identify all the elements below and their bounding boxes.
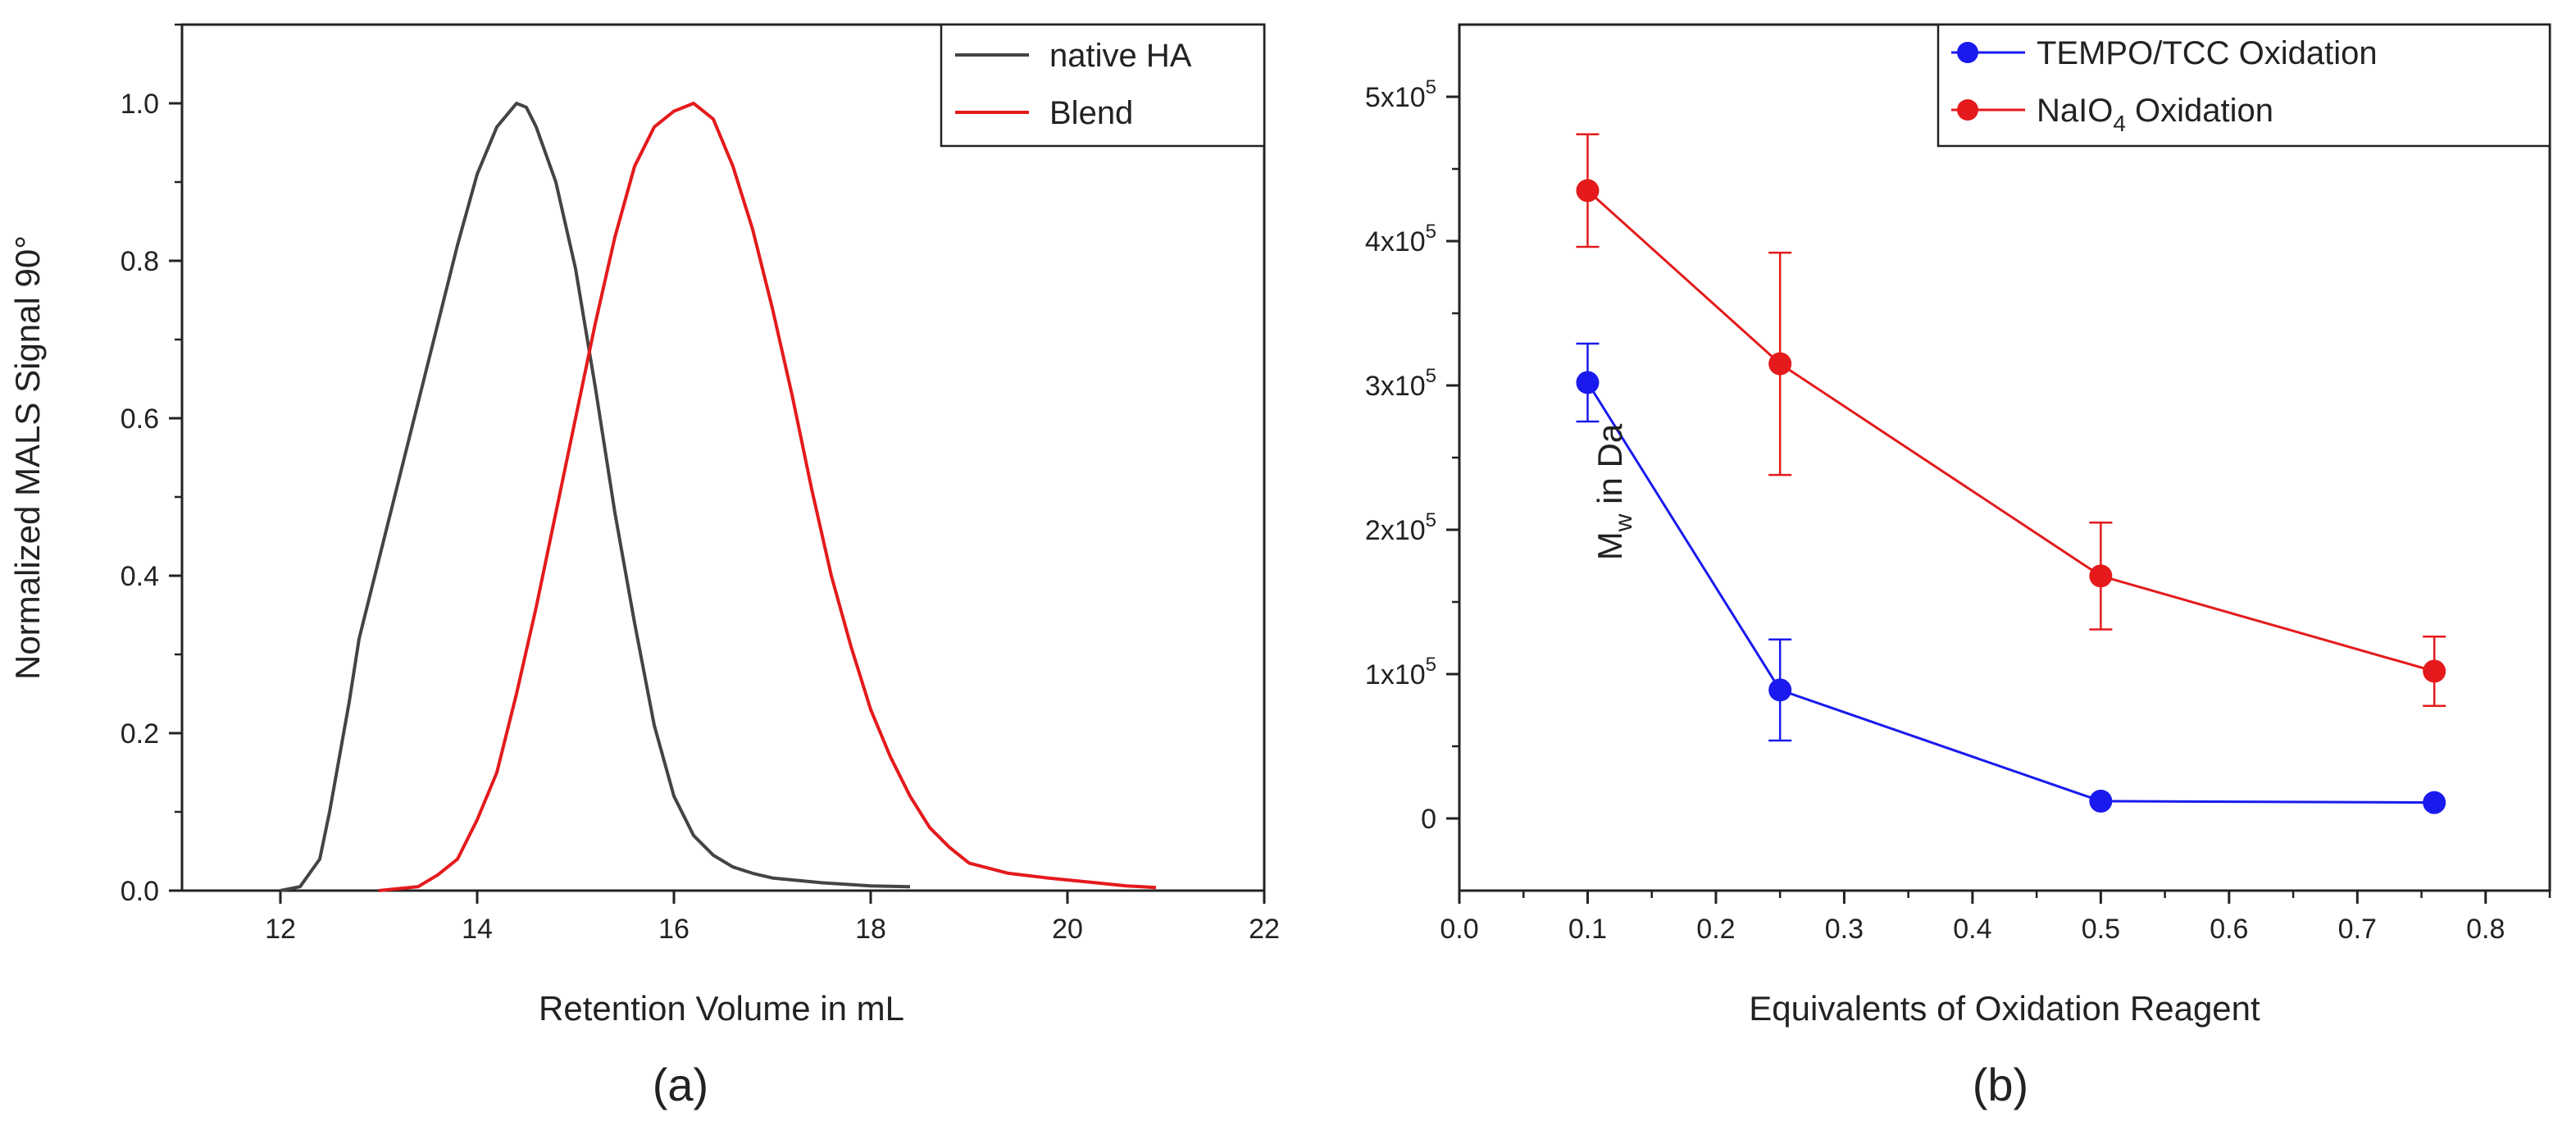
series-line-native-ha	[280, 102, 911, 892]
chart-b-ticks: 0.0 0.1 0.2 0.3 0.4 0.5 0.6 0.7 0.801x1052x1053x…	[1365, 76, 2551, 945]
y-tick-label-base: 2x10	[1365, 515, 1426, 546]
y-tick-label: 0.6	[121, 403, 159, 435]
y-tick-label: 1x105	[1365, 654, 1436, 691]
data-point-naio4	[1576, 179, 1600, 203]
chart-a-panel-label: (a)	[653, 1059, 708, 1110]
y-tick-label-exp: 5	[1426, 76, 1436, 98]
chart-b: 0.0 0.1 0.2 0.3 0.4 0.5 0.6 0.7 0.801x1052x1053x…	[1365, 23, 2551, 1110]
chart-b-legend: TEMPO/TCC Oxidation NaIO4 Oxidation	[1937, 23, 2551, 148]
chart-b-y-axis-label-sub: w	[1610, 513, 1637, 532]
chart-a-plot-frame	[180, 23, 1266, 892]
x-tick-label: 12	[265, 914, 296, 945]
x-tick-label: 22	[1249, 914, 1280, 945]
x-tick-label: 16	[658, 914, 690, 945]
legend-swatch-tempo-marker	[1957, 42, 1978, 63]
chart-a-y-axis-label: Normalized MALS Signal 90°	[8, 235, 47, 680]
y-tick-label: 5x105	[1365, 76, 1436, 113]
x-tick-label: 0.0	[1440, 914, 1478, 945]
chart-b-panel-label: (b)	[1973, 1059, 2028, 1110]
y-tick-label-exp: 5	[1426, 509, 1436, 531]
chart-a: 12 14 16 18 20 22 0.0 0.2 0.4 0.6 0.8 1.0 native HA…	[8, 23, 1280, 1110]
data-point-tempo	[2423, 791, 2446, 814]
legend-label-tempo: TEMPO/TCC Oxidation	[2037, 35, 2378, 71]
legend-label-naio4-rest: Oxidation	[2126, 93, 2273, 129]
legend-label-naio4: NaIO4 Oxidation	[2037, 93, 2273, 136]
legend-label-naio4-sub: 4	[2113, 111, 2126, 136]
x-tick-label: 18	[855, 914, 886, 945]
chart-b-lines	[1576, 133, 2446, 814]
data-point-tempo	[1576, 371, 1600, 394]
chart-b-y-axis-label-main: M	[1591, 531, 1629, 560]
series-line-blend	[378, 102, 1157, 892]
y-tick-label-exp: 5	[1426, 221, 1436, 243]
y-tick-label-exp: 5	[1426, 365, 1436, 387]
y-tick-label: 0.2	[121, 718, 159, 750]
data-point-naio4	[1768, 352, 1792, 376]
y-tick-label: 0.4	[121, 561, 159, 592]
legend-label-native-ha: native HA	[1049, 38, 1192, 74]
y-tick-label-base: 5x10	[1365, 82, 1426, 113]
chart-a-ticks: 12 14 16 18 20 22 0.0 0.2 0.4 0.6 0.8 1.0	[121, 23, 1280, 945]
data-point-naio4	[2423, 659, 2446, 683]
legend-label-blend: Blend	[1049, 95, 1133, 131]
x-tick-label: 0.4	[1953, 914, 1991, 945]
chart-b-y-axis-label: Mw in Da	[1591, 423, 1637, 560]
x-tick-label: 0.2	[1696, 914, 1735, 945]
x-tick-label: 0.6	[2210, 914, 2248, 945]
chart-b-legend-box	[1937, 23, 2551, 148]
legend-label-naio4-main: NaIO	[2037, 93, 2113, 129]
x-tick-label: 0.7	[2338, 914, 2377, 945]
y-tick-label: 4x105	[1365, 221, 1436, 258]
chart-a-x-axis-label: Retention Volume in mL	[539, 989, 904, 1028]
y-tick-label-base: 3x10	[1365, 371, 1426, 402]
data-point-tempo	[1768, 678, 1792, 702]
x-tick-label: 20	[1052, 914, 1083, 945]
y-tick-label-base: 0	[1421, 804, 1436, 835]
y-tick-label-base: 1x10	[1365, 659, 1426, 691]
y-tick-label-exp: 5	[1426, 654, 1436, 676]
chart-b-y-axis-label-rest: in Da	[1591, 423, 1629, 513]
x-tick-label: 0.5	[2082, 914, 2120, 945]
x-tick-label: 0.3	[1825, 914, 1864, 945]
x-tick-label: 0.8	[2466, 914, 2505, 945]
chart-b-x-axis-label: Equivalents of Oxidation Reagent	[1749, 989, 2260, 1028]
y-tick-label-base: 4x10	[1365, 226, 1426, 258]
y-tick-label: 0	[1421, 804, 1436, 835]
y-tick-label: 2x105	[1365, 509, 1436, 546]
data-point-tempo	[2089, 789, 2113, 813]
series-line-tempo	[1586, 381, 2435, 805]
legend-swatch-naio4-marker	[1957, 99, 1978, 121]
y-tick-label: 3x105	[1365, 365, 1436, 402]
y-tick-label: 0.0	[121, 876, 159, 907]
chart-a-legend: native HA Blend	[940, 23, 1266, 148]
data-point-naio4	[2089, 564, 2113, 588]
x-tick-label: 0.1	[1568, 914, 1607, 945]
chart-a-lines	[280, 102, 1157, 892]
y-tick-label: 1.0	[121, 89, 159, 120]
x-tick-label: 14	[462, 914, 493, 945]
chart-a-legend-box	[940, 23, 1266, 148]
y-tick-label: 0.8	[121, 246, 159, 277]
series-line-naio4	[1586, 189, 2435, 672]
